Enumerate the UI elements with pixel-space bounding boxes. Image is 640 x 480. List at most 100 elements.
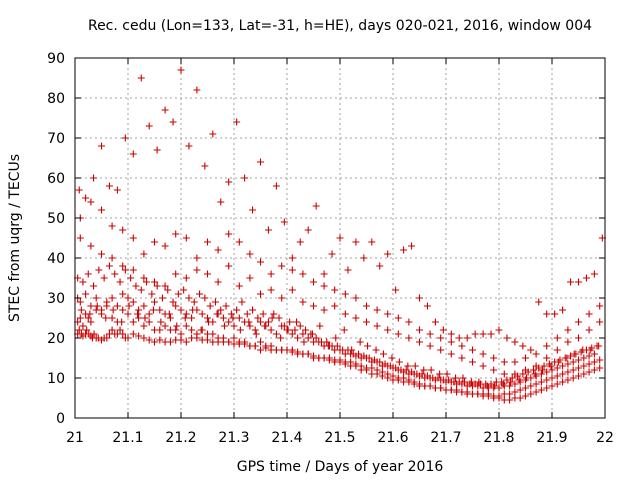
- data-point: [129, 298, 137, 306]
- data-point: [113, 302, 121, 310]
- data-point: [182, 338, 190, 346]
- data-point: [225, 318, 233, 326]
- data-point: [516, 394, 524, 402]
- data-point: [156, 336, 164, 344]
- data-point: [376, 262, 384, 270]
- data-point: [172, 270, 180, 278]
- data-point: [217, 198, 225, 206]
- data-point: [365, 354, 373, 362]
- data-point: [302, 326, 310, 334]
- data-point: [299, 330, 307, 338]
- data-point: [551, 310, 559, 318]
- y-tick-label: 50: [47, 211, 65, 227]
- data-point: [118, 318, 126, 326]
- data-point: [225, 338, 233, 346]
- data-point: [506, 382, 514, 390]
- y-tick-label: 80: [47, 91, 65, 107]
- data-point: [506, 390, 514, 398]
- data-point: [119, 226, 127, 234]
- data-point: [267, 286, 275, 294]
- data-point: [590, 366, 598, 374]
- data-point: [102, 314, 110, 322]
- data-point: [288, 346, 296, 354]
- data-point: [214, 246, 222, 254]
- data-point: [336, 358, 344, 366]
- data-point: [217, 306, 225, 314]
- data-point: [296, 322, 304, 330]
- data-point: [222, 302, 230, 310]
- x-axis-ticks: 21 21.1 21.2 21.3 21.4 21.5 21.6 21.7 21.8 21.9 22: [66, 58, 614, 446]
- data-point: [278, 294, 286, 302]
- data-point: [500, 358, 508, 366]
- data-point: [261, 322, 269, 330]
- data-point: [251, 342, 259, 350]
- data-point: [379, 350, 387, 358]
- y-tick-label: 20: [47, 331, 65, 347]
- data-point: [400, 246, 408, 254]
- data-point: [543, 354, 551, 362]
- data-point: [90, 174, 98, 182]
- data-point: [596, 364, 604, 372]
- y-tick-label: 40: [47, 251, 65, 267]
- data-point: [140, 302, 148, 310]
- data-point: [410, 380, 418, 388]
- data-point: [116, 278, 124, 286]
- data-point: [352, 294, 360, 302]
- data-point: [463, 388, 471, 396]
- data-point: [590, 350, 598, 358]
- data-point: [332, 334, 340, 342]
- data-point: [515, 376, 523, 384]
- data-point: [416, 326, 423, 334]
- data-point: [267, 342, 275, 350]
- data-point: [230, 322, 238, 330]
- data-point: [580, 354, 588, 362]
- data-point: [543, 310, 551, 318]
- data-point: [348, 346, 356, 354]
- data-point: [145, 310, 153, 318]
- data-point: [103, 298, 111, 306]
- data-point: [87, 242, 95, 250]
- y-tick-label: 10: [47, 371, 65, 387]
- data-point: [161, 106, 169, 114]
- data-point: [596, 356, 604, 364]
- data-point: [129, 234, 137, 242]
- data-point: [394, 376, 402, 384]
- data-point: [540, 362, 548, 370]
- data-point: [233, 118, 241, 126]
- data-point: [225, 262, 233, 270]
- data-point: [264, 318, 272, 326]
- data-point: [527, 346, 535, 354]
- data-point: [264, 226, 272, 234]
- data-point: [308, 330, 316, 338]
- data-point: [227, 310, 235, 318]
- data-point: [340, 326, 348, 334]
- data-point: [559, 370, 567, 378]
- data-point: [172, 302, 180, 310]
- data-point: [166, 314, 174, 322]
- data-point: [420, 366, 428, 374]
- data-point: [595, 342, 603, 350]
- data-point: [148, 290, 156, 298]
- data-point: [172, 230, 180, 238]
- x-tick-label: 21: [66, 430, 84, 446]
- data-point: [386, 362, 394, 370]
- data-point: [511, 388, 519, 396]
- data-point: [193, 330, 201, 338]
- data-point: [511, 380, 519, 388]
- data-point: [537, 386, 545, 394]
- data-point: [197, 326, 205, 334]
- data-point: [336, 234, 344, 242]
- data-point: [341, 290, 349, 298]
- data-point: [324, 342, 332, 350]
- data-point: [82, 194, 90, 202]
- data-point: [487, 380, 495, 388]
- data-point: [331, 302, 339, 310]
- data-point: [575, 278, 582, 286]
- data-point: [304, 334, 312, 342]
- data-point: [300, 338, 308, 346]
- data-point: [75, 326, 83, 334]
- data-point: [543, 384, 551, 392]
- data-point: [193, 266, 201, 274]
- data-point: [538, 366, 546, 374]
- data-point: [479, 350, 487, 358]
